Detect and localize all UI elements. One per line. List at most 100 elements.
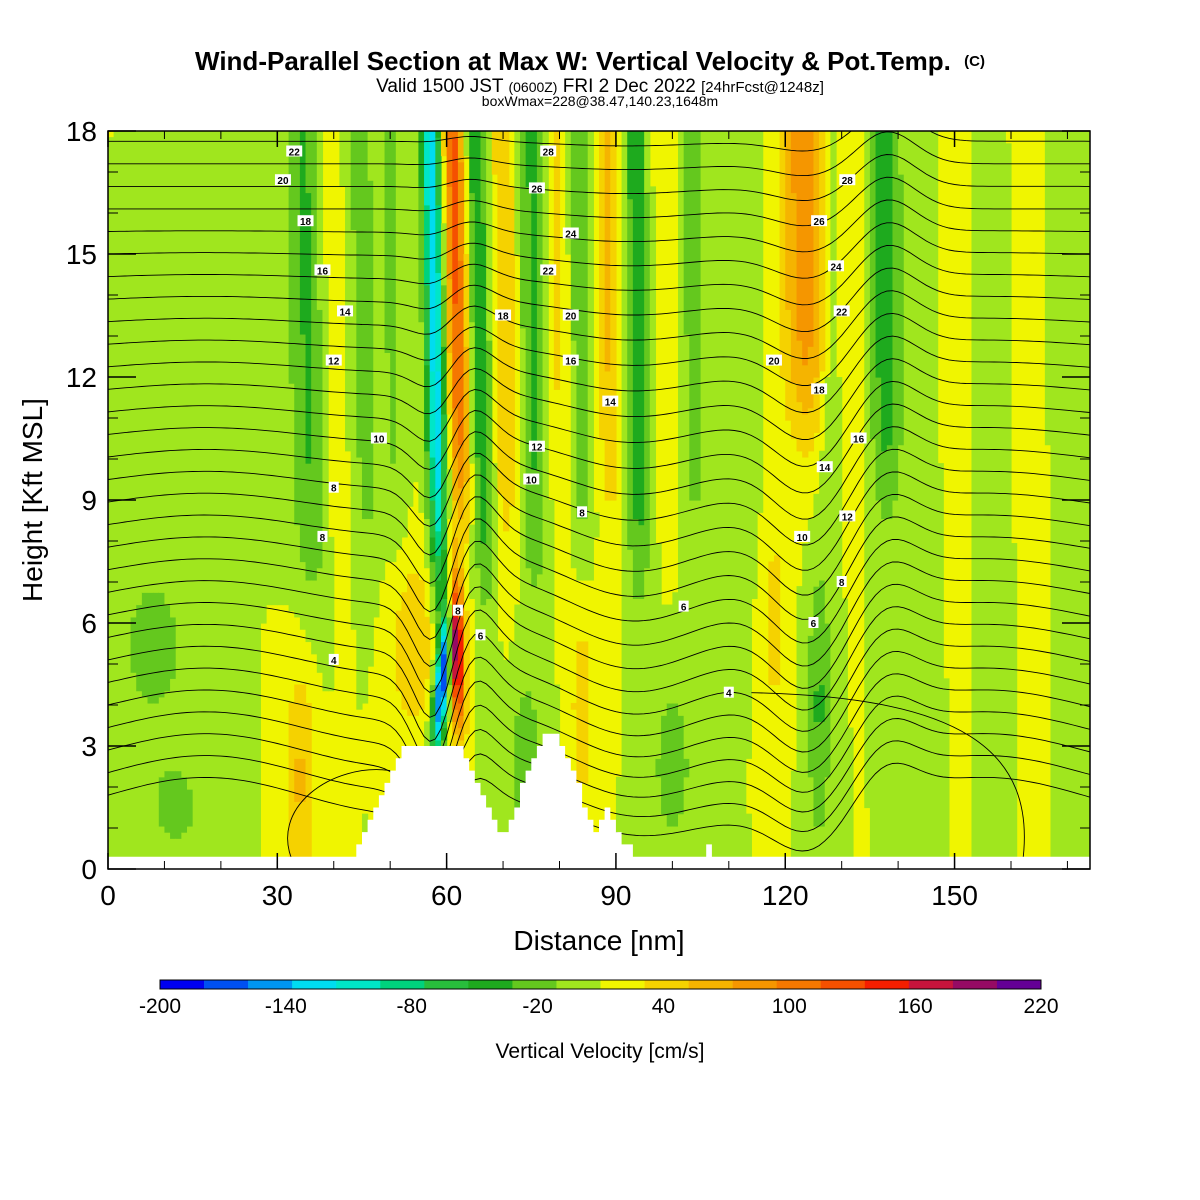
velocity-cell	[582, 518, 589, 581]
velocity-cell	[644, 131, 651, 194]
velocity-cell	[728, 131, 736, 869]
velocity-cell	[457, 616, 465, 630]
velocity-cell	[757, 131, 764, 513]
velocity-cell	[898, 131, 905, 175]
contour-label: 26	[528, 182, 545, 195]
theta-contour	[108, 628, 1090, 742]
velocity-cell	[627, 549, 634, 869]
velocity-cell	[440, 623, 448, 636]
contour-label: 14	[816, 461, 833, 474]
velocity-cell	[440, 549, 448, 599]
velocity-cell	[457, 684, 465, 704]
velocity-cell	[440, 690, 448, 698]
svg-text:16: 16	[317, 266, 329, 277]
velocity-cell	[694, 500, 702, 869]
subtitle-prefix: Valid 1500 JST	[376, 76, 504, 97]
velocity-cell	[424, 364, 431, 452]
velocity-cell	[457, 518, 465, 569]
velocity-cell	[452, 536, 459, 569]
velocity-cell	[717, 131, 724, 869]
velocity-cell	[655, 776, 662, 869]
velocity-cell	[395, 131, 403, 550]
velocity-cell	[446, 186, 453, 280]
velocity-cell	[926, 131, 933, 869]
velocity-cell	[440, 635, 448, 643]
colorbar-swatch	[776, 980, 822, 989]
colorbar-tick-label: 100	[772, 995, 807, 1018]
velocity-cell	[452, 500, 459, 538]
velocity-cell	[452, 579, 459, 593]
theta-contour	[108, 583, 1090, 693]
info-line: boxWmax=228@38.47,140.23,1648m	[482, 93, 718, 109]
velocity-cell	[678, 131, 685, 716]
x-tick-label: 120	[762, 880, 809, 911]
velocity-cell	[294, 684, 301, 759]
velocity-cell	[661, 715, 668, 815]
theta-contour	[108, 718, 1090, 827]
contour-label: 28	[540, 145, 557, 159]
chart-title-mark: (C)	[964, 53, 985, 70]
theta-contour	[108, 538, 1090, 644]
theta-contours	[108, 131, 1090, 866]
velocity-cell	[480, 131, 487, 224]
theta-contour	[108, 650, 1090, 765]
velocity-cell	[429, 715, 436, 772]
velocity-cell	[519, 696, 527, 833]
velocity-cell	[813, 377, 820, 433]
velocity-cell	[491, 463, 499, 869]
velocity-cell	[435, 131, 442, 138]
y-tick-label: 15	[66, 239, 97, 270]
velocity-cell	[288, 702, 295, 858]
x-tick-label: 90	[600, 880, 631, 911]
contour-label: 18	[811, 383, 828, 396]
velocity-cell	[457, 567, 465, 587]
velocity-cell	[237, 131, 245, 869]
velocity-cell	[638, 131, 645, 526]
contour-label: 8	[328, 481, 339, 495]
velocity-cell	[136, 604, 143, 692]
contour-label: 14	[337, 305, 354, 318]
svg-text:20: 20	[768, 357, 780, 368]
velocity-cell	[519, 131, 527, 329]
velocity-cell	[486, 131, 493, 341]
subtitle-date: FRI 2 Dec 2022	[563, 76, 696, 97]
velocity-cell	[452, 733, 459, 753]
velocity-cell	[790, 131, 798, 194]
svg-text:8: 8	[579, 508, 585, 519]
svg-text:24: 24	[830, 262, 842, 273]
contour-label: 12	[839, 510, 856, 523]
velocity-cell	[452, 137, 459, 304]
velocity-cell	[203, 131, 211, 869]
velocity-cell	[452, 659, 459, 679]
velocity-cell	[869, 438, 877, 869]
velocity-cell	[898, 444, 905, 869]
velocity-cell	[971, 131, 978, 869]
svg-text:8: 8	[839, 578, 845, 589]
velocity-cell	[582, 641, 589, 784]
velocity-cell	[678, 715, 685, 815]
velocity-cell	[367, 131, 374, 181]
velocity-cell	[807, 346, 815, 409]
theta-contour	[108, 222, 1090, 279]
velocity-cell	[158, 696, 166, 778]
svg-text:14: 14	[339, 307, 351, 318]
velocity-cell	[136, 131, 143, 606]
velocity-cell	[1044, 131, 1052, 446]
velocity-cell	[452, 709, 459, 722]
velocity-cell	[452, 303, 459, 409]
velocity-cell	[361, 131, 369, 520]
velocity-cell	[435, 610, 442, 624]
velocity-cell	[429, 536, 436, 563]
velocity-cell	[435, 647, 442, 655]
velocity-cell	[158, 592, 166, 698]
velocity-cell	[503, 131, 510, 532]
contour-label: 12	[325, 354, 342, 368]
svg-text:10: 10	[373, 435, 385, 446]
velocity-cell	[220, 131, 228, 869]
velocity-cell	[638, 598, 645, 869]
velocity-cell	[164, 690, 171, 772]
y-tick-label: 6	[81, 608, 97, 639]
velocity-cell	[768, 561, 775, 686]
velocity-cell	[802, 364, 809, 415]
